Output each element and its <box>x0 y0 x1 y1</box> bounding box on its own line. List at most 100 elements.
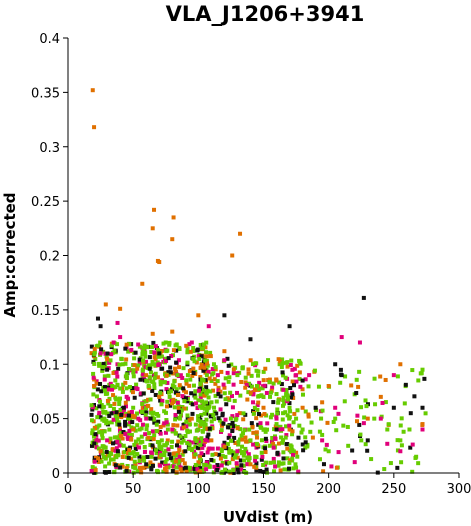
data-point <box>152 420 157 425</box>
data-point <box>235 373 240 378</box>
data-point <box>141 391 146 396</box>
data-point <box>112 470 117 475</box>
data-point <box>152 382 157 387</box>
data-point <box>288 385 293 390</box>
data-point <box>143 432 148 437</box>
data-point <box>259 393 264 398</box>
data-point <box>422 376 427 381</box>
data-point <box>118 433 123 438</box>
data-point <box>105 411 110 416</box>
data-point <box>395 465 400 470</box>
data-point <box>210 452 215 457</box>
data-point <box>92 350 97 355</box>
data-point <box>215 463 220 468</box>
data-point <box>221 382 226 387</box>
data-point <box>306 384 311 389</box>
data-point <box>129 456 134 461</box>
data-point <box>149 345 154 350</box>
data-point <box>303 377 308 382</box>
data-point <box>238 393 243 398</box>
data-point <box>216 391 221 396</box>
data-point <box>279 461 284 466</box>
data-point <box>190 373 195 378</box>
data-point <box>197 457 202 462</box>
data-point <box>270 436 275 441</box>
data-point <box>158 424 163 429</box>
data-point <box>306 412 311 417</box>
data-point <box>142 444 147 449</box>
data-point <box>287 324 292 329</box>
data-point <box>323 447 328 452</box>
x-tick-label: 150 <box>251 482 276 497</box>
data-point <box>166 356 171 361</box>
data-point <box>190 411 195 416</box>
data-point <box>132 442 137 447</box>
data-point <box>342 399 347 404</box>
data-point <box>164 358 169 363</box>
data-point <box>202 393 207 398</box>
data-point <box>151 410 156 415</box>
data-point <box>259 413 264 418</box>
data-point <box>132 363 137 368</box>
data-point <box>156 354 161 359</box>
data-point <box>162 450 167 455</box>
data-point <box>237 411 242 416</box>
data-point <box>146 384 151 388</box>
data-point <box>165 438 170 443</box>
data-point <box>216 416 221 421</box>
data-point <box>192 393 197 398</box>
data-point <box>184 381 189 386</box>
data-point <box>300 442 305 447</box>
data-point <box>143 359 148 364</box>
data-point <box>243 375 248 380</box>
data-point <box>207 376 212 381</box>
data-point <box>145 403 150 408</box>
data-point <box>91 371 96 376</box>
data-point <box>219 449 224 454</box>
data-point <box>181 422 186 427</box>
data-point <box>104 421 109 426</box>
data-point <box>165 404 170 409</box>
data-point <box>177 383 182 388</box>
data-point <box>117 398 122 403</box>
data-point <box>156 448 161 453</box>
data-point <box>107 360 112 365</box>
data-point <box>189 466 194 471</box>
data-point <box>112 401 117 406</box>
data-point <box>216 465 221 470</box>
data-point <box>198 382 203 387</box>
data-point <box>136 437 141 442</box>
data-point <box>261 394 266 399</box>
data-point <box>124 469 129 474</box>
data-point <box>281 397 286 402</box>
data-point <box>102 416 107 421</box>
data-point <box>339 373 344 378</box>
data-point <box>131 405 136 410</box>
data-point <box>234 461 239 466</box>
data-point <box>105 438 110 443</box>
data-point <box>329 464 334 469</box>
data-point <box>276 400 281 405</box>
data-point <box>193 465 198 470</box>
data-point <box>225 461 230 466</box>
data-point <box>212 405 217 410</box>
data-point <box>99 347 104 352</box>
data-point <box>175 423 180 428</box>
data-point <box>125 463 130 468</box>
data-point <box>243 446 248 451</box>
data-point <box>89 412 94 417</box>
data-point <box>226 379 231 384</box>
data-point <box>378 394 383 399</box>
data-point <box>343 374 348 379</box>
data-point <box>120 436 125 441</box>
data-point <box>131 427 136 432</box>
data-point <box>333 416 338 421</box>
data-point <box>170 329 175 334</box>
data-point <box>140 372 145 377</box>
data-point <box>147 375 152 380</box>
data-point <box>127 384 132 389</box>
data-point <box>285 364 290 369</box>
data-point <box>153 344 158 349</box>
data-point <box>198 342 203 347</box>
data-point <box>258 425 263 430</box>
